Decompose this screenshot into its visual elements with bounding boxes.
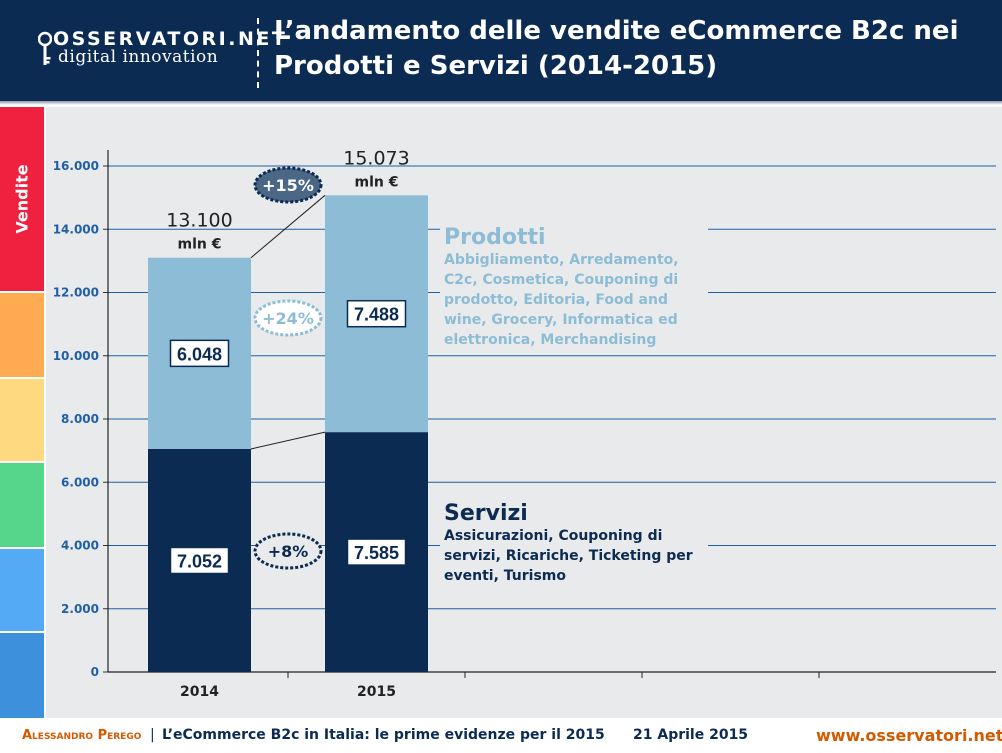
growth-badge-shape <box>253 166 323 204</box>
header-shadow <box>0 101 1002 105</box>
growth-badge-shape <box>253 299 323 337</box>
growth-badge-label: +15% <box>262 176 314 195</box>
x-tick-label: 2014 <box>180 684 219 700</box>
value-label-text: 7.488 <box>354 305 399 325</box>
sidebar-segment <box>0 633 44 718</box>
value-label-servizi: 7.052 <box>169 546 230 575</box>
sidebar-color-strip <box>0 107 44 718</box>
sidebar-segment <box>0 463 44 547</box>
description-line: wine, Grocery, Informatica ed <box>444 312 678 328</box>
description-line: eventi, Turismo <box>444 568 566 584</box>
connector-totale <box>250 194 326 259</box>
value-label-box <box>346 538 407 566</box>
y-tick-label: 0 <box>91 665 99 679</box>
page-title: L’andamento delle vendite eCommerce B2c … <box>274 16 959 81</box>
y-tick-label: 4.000 <box>61 539 99 553</box>
y-tick-label: 8.000 <box>61 412 99 426</box>
value-label-servizi: 7.585 <box>346 538 407 566</box>
y-tick-label: 2.000 <box>61 602 99 616</box>
connector-servizi <box>250 431 326 450</box>
growth-badge-label: +24% <box>262 309 314 328</box>
header-divider <box>257 18 259 88</box>
sidebar-segment <box>0 293 44 377</box>
description-servizi: Servizi Assicurazioni, Couponing di serviz… <box>440 496 708 586</box>
sidebar-segment <box>0 549 44 631</box>
footer <box>0 718 1002 753</box>
growth-badge-prodotti: +24% <box>253 299 323 337</box>
description-bg <box>440 220 708 350</box>
description-bg <box>440 496 708 586</box>
total-label-value: 15.073 <box>343 147 409 169</box>
growth-badge-shape <box>253 532 323 570</box>
growth-badge-totale: +15% <box>253 166 323 204</box>
y-tick-label: 14.000 <box>53 222 99 236</box>
total-label-unit: mln € <box>178 237 222 253</box>
description-line: Abbigliamento, Arredamento, <box>444 252 679 268</box>
growth-badge-label: +8% <box>268 542 309 561</box>
value-label-box <box>346 299 407 328</box>
footer-url-link[interactable]: www.osservatori.net <box>816 726 1002 745</box>
y-tick-label: 6.000 <box>61 475 99 489</box>
description-title: Servizi <box>444 501 528 526</box>
value-label-prodotti: 7.488 <box>346 299 407 328</box>
footer-date: 21 Aprile 2015 <box>633 727 749 743</box>
total-label-value: 13.100 <box>166 210 232 232</box>
logo-bottom: digital innovation <box>58 47 219 67</box>
description-line: Assicurazioni, Couponing di <box>444 528 662 544</box>
description-line: C2c, Cosmetica, Couponing di <box>444 272 678 288</box>
description-title: Prodotti <box>444 225 546 250</box>
value-label-prodotti: 6.048 <box>169 339 230 368</box>
value-label-text: 6.048 <box>177 344 222 364</box>
footer-subtitle: L’eCommerce B2c in Italia: le prime evid… <box>162 727 605 743</box>
logo-top: OSSERVATORI.NET <box>53 28 288 50</box>
sidebar-segment <box>0 379 44 461</box>
footer-separator: | <box>150 727 155 743</box>
description-line: elettronica, Merchandising <box>444 332 656 348</box>
description-line: prodotto, Editoria, Food and <box>444 292 668 308</box>
x-tick-label: 2015 <box>357 684 396 700</box>
value-label-text: 7.052 <box>177 551 222 571</box>
y-tick-label: 12.000 <box>53 286 99 300</box>
description-line: servizi, Ricariche, Ticketing per <box>444 548 693 564</box>
key-icon <box>38 31 52 65</box>
growth-badge-servizi: +8% <box>253 532 323 570</box>
y-tick-label: 10.000 <box>53 349 99 363</box>
header-bar <box>0 0 1002 101</box>
value-label-box <box>169 339 230 368</box>
footer-author: Alessandro Perego <box>22 728 142 743</box>
total-label-unit: mln € <box>355 174 399 190</box>
y-tick-label: 16.000 <box>53 159 99 173</box>
sidebar-segment <box>0 107 44 291</box>
description-prodotti: Prodotti Abbigliamento, Arredamento, C2c, … <box>440 220 708 350</box>
value-label-box <box>169 546 230 575</box>
value-label-text: 7.585 <box>354 543 399 563</box>
